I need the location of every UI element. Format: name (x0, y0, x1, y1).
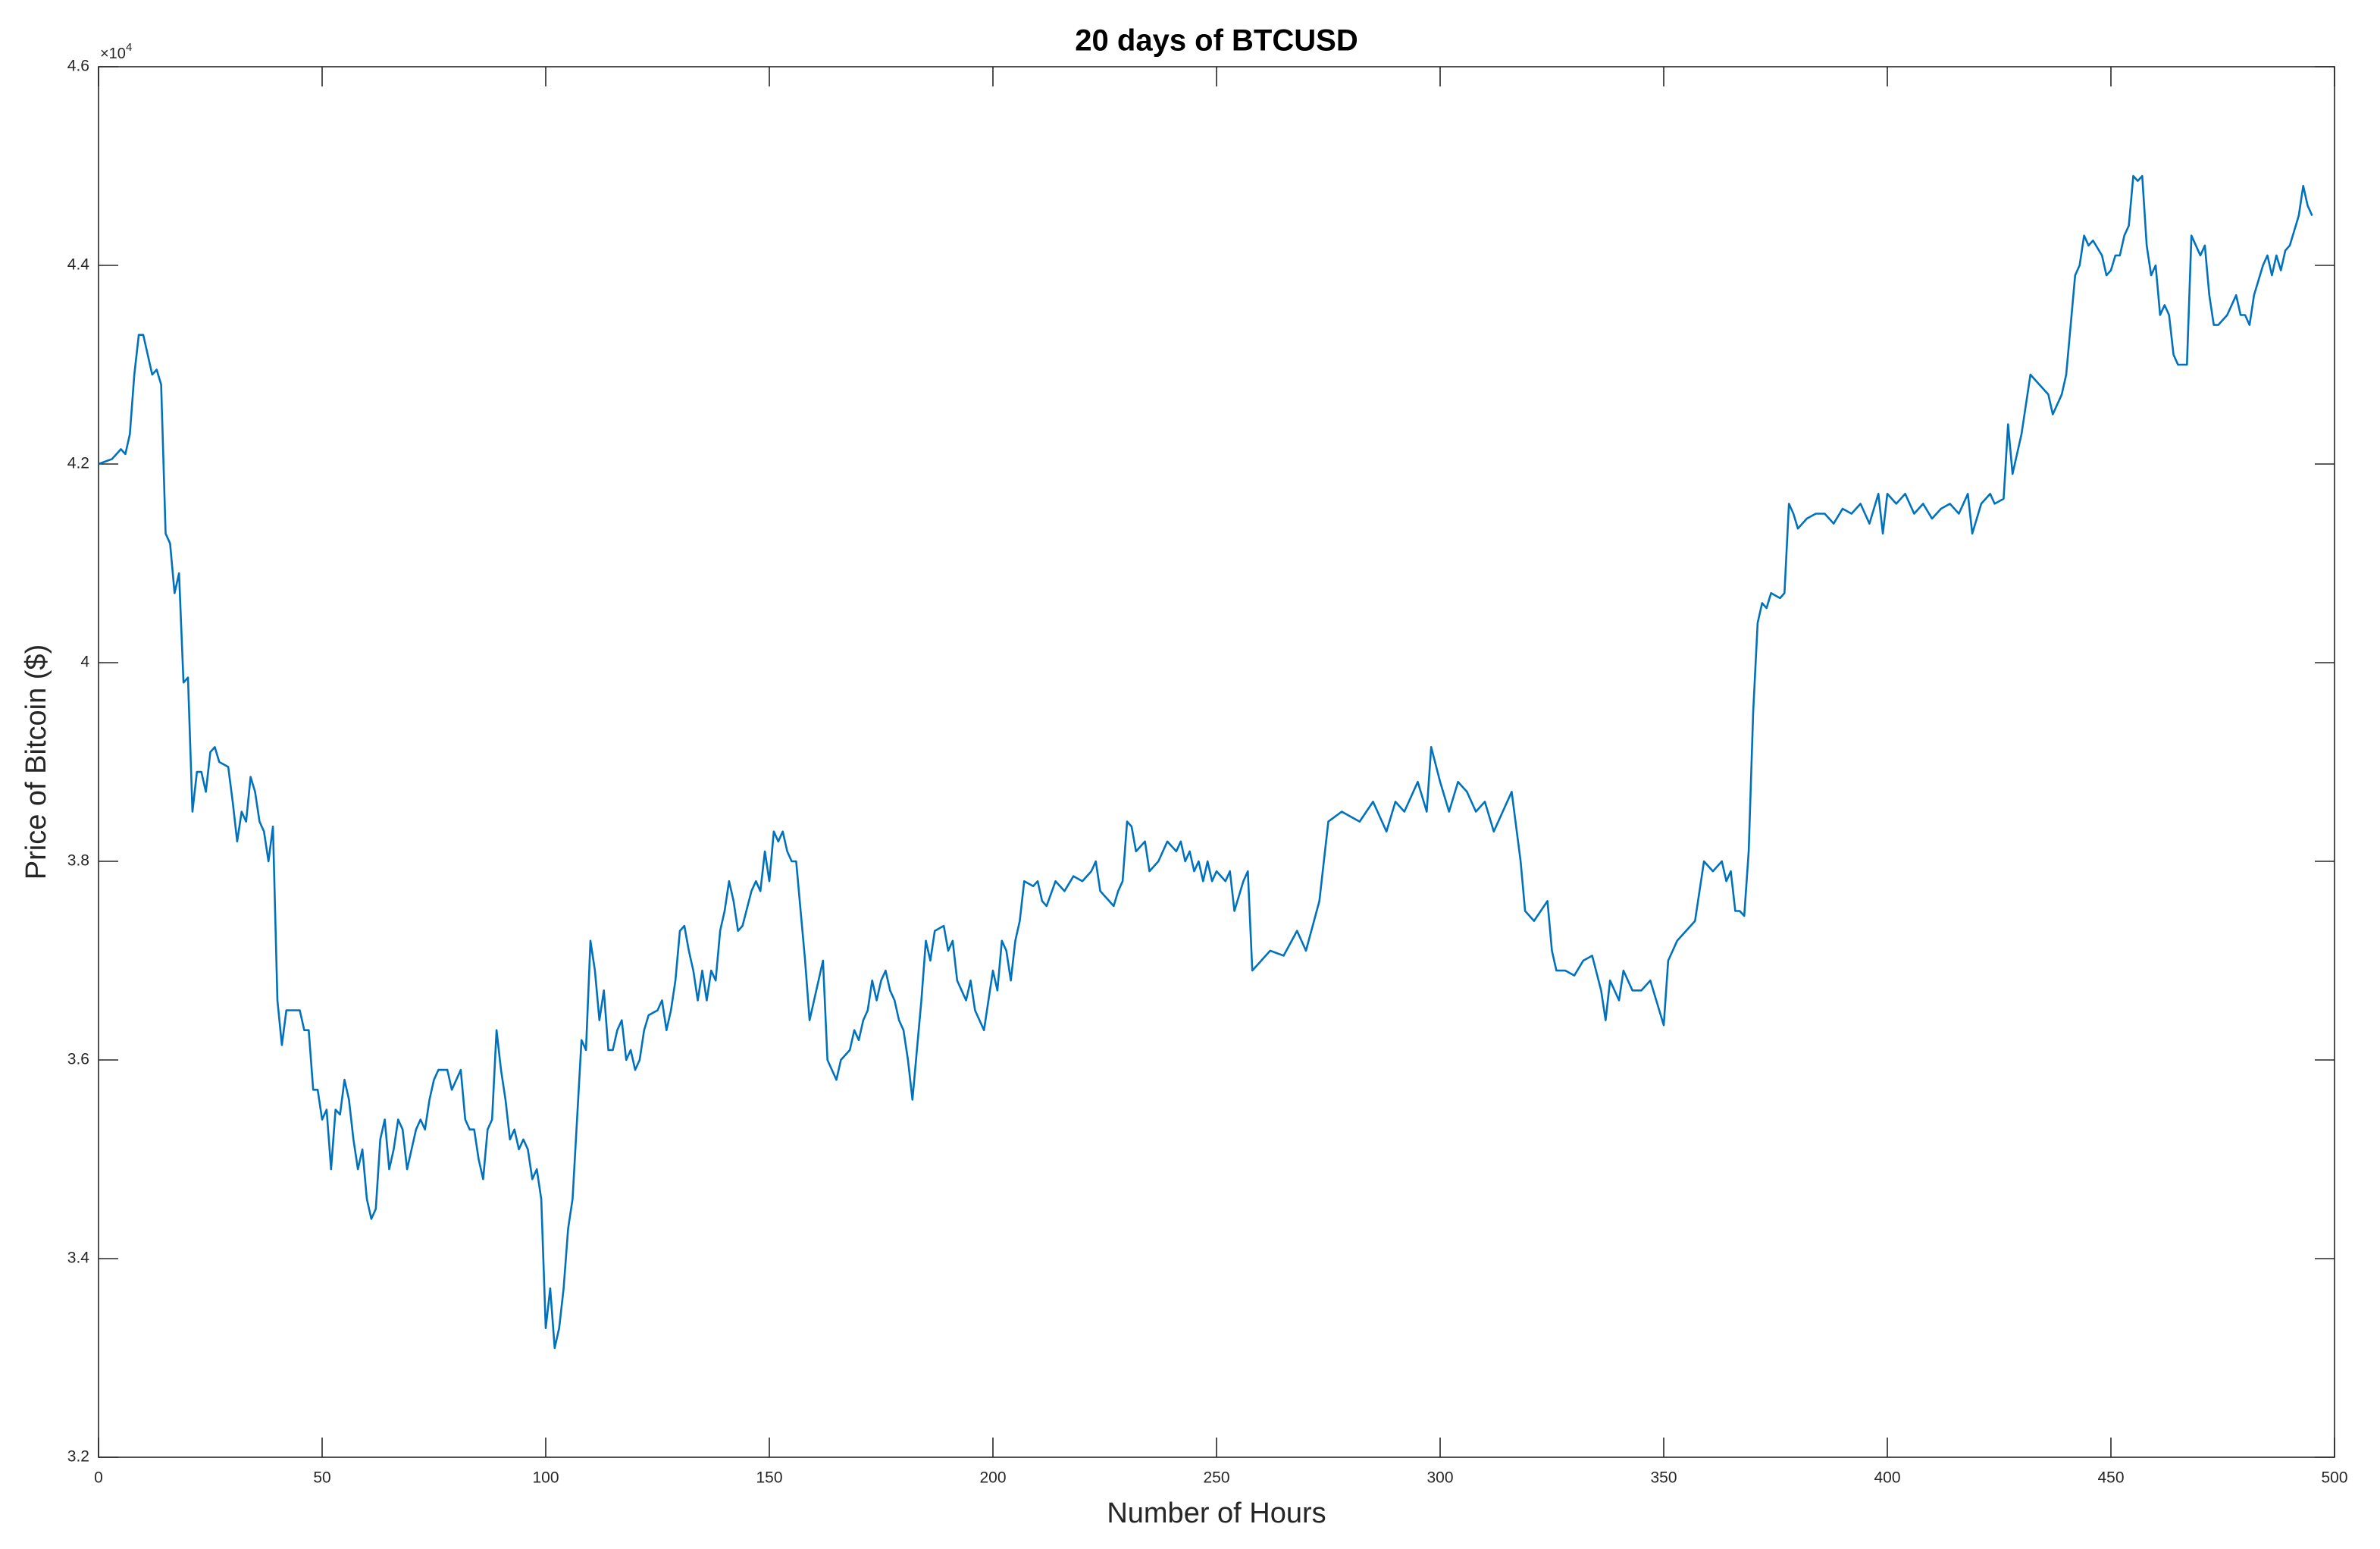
y-tick-label: 4.6 (67, 58, 89, 75)
x-tick-label: 250 (1203, 1469, 1229, 1487)
price-line (98, 174, 2313, 1350)
x-tick-label: 450 (2097, 1469, 2124, 1487)
x-tick-label: 200 (979, 1469, 1006, 1487)
x-axis-label: Number of Hours (1107, 1497, 1326, 1529)
y-tick-label: 3.4 (67, 1250, 90, 1267)
y-axis-label: Price of Bitcoin ($) (20, 644, 52, 880)
x-tick-label: 150 (756, 1469, 782, 1487)
y-tick-label: 4.2 (67, 455, 89, 472)
y-multiplier: ×104 (100, 41, 132, 62)
y-tick-label: 4 (80, 654, 89, 671)
y-multiplier-base: ×10 (100, 45, 126, 62)
y-tick-label: 3.2 (67, 1448, 89, 1466)
x-tick-label: 300 (1426, 1469, 1453, 1487)
chart-title: 20 days of BTCUSD (1075, 24, 1358, 58)
y-multiplier-exponent: 4 (126, 41, 132, 54)
x-tick-label: 0 (94, 1469, 103, 1487)
y-tick-label: 4.4 (67, 256, 90, 274)
x-tick-label: 350 (1650, 1469, 1677, 1487)
y-tick-label: 3.6 (67, 1051, 89, 1068)
x-tick-label: 400 (1874, 1469, 1900, 1487)
x-tick-label: 100 (532, 1469, 559, 1487)
axes-box (98, 66, 2335, 1458)
x-tick-label: 500 (2321, 1469, 2347, 1487)
y-tick-label: 3.8 (67, 852, 89, 870)
x-tick-label: 50 (313, 1469, 330, 1487)
